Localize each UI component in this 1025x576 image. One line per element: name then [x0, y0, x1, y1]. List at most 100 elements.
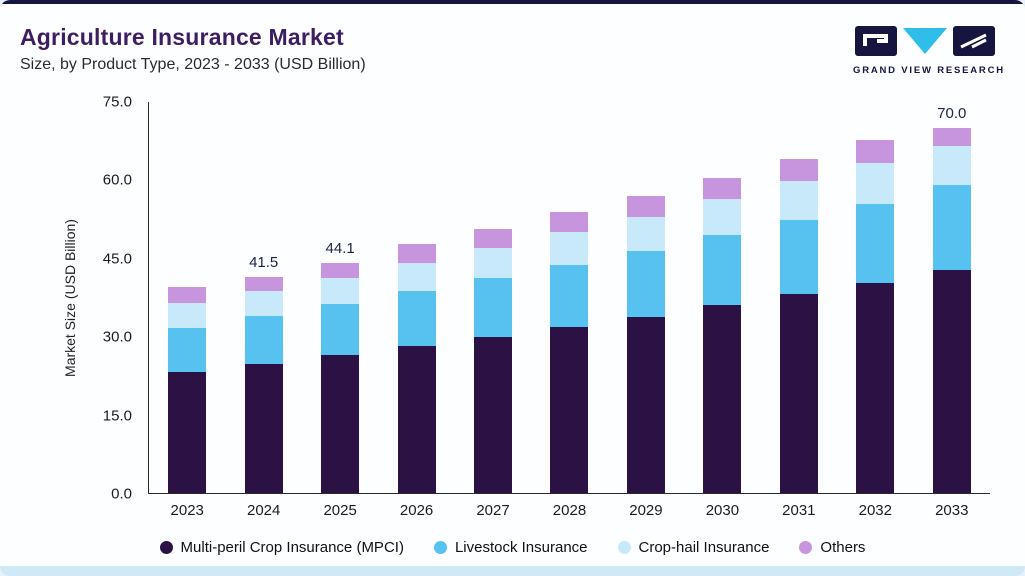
bar-segment	[932, 269, 971, 493]
bar-segment	[474, 278, 513, 337]
bar-stack	[244, 102, 283, 493]
top-accent-strip	[0, 0, 1025, 4]
bar-segment	[397, 345, 436, 493]
bar-column-2032: 2032	[837, 102, 913, 519]
bar-stack	[474, 102, 513, 493]
bar-stack	[779, 102, 818, 493]
legend-item: Livestock Insurance	[433, 539, 588, 556]
x-axis-label: 2023	[170, 502, 204, 519]
bar-segment	[856, 163, 895, 204]
bar-segment	[779, 159, 818, 182]
x-axis-label: 2025	[323, 502, 357, 519]
bar-segment	[932, 185, 971, 270]
x-axis-label: 2024	[246, 502, 281, 519]
x-axis-label: 2031	[782, 502, 816, 519]
legend: Multi-peril Crop Insurance (MPCI) Livesto…	[0, 539, 1025, 556]
bar-value-label: 41.5	[249, 253, 279, 271]
legend-label: Others	[820, 539, 866, 556]
page-title: Agriculture Insurance Market	[20, 24, 344, 50]
bar-segment	[474, 229, 513, 248]
bar-segment	[626, 216, 665, 251]
legend-label: Crop-hail Insurance	[638, 539, 770, 556]
bar-segment	[856, 203, 895, 283]
bar-segment	[397, 263, 436, 292]
bar-column-2031: 2031	[761, 102, 837, 519]
bar-column-2033: 70.0 2033	[914, 102, 990, 519]
bar-stack	[397, 102, 436, 493]
bar-segment	[779, 293, 818, 493]
plot-area: 2023 41.5 2024 44.1 2025 2026 2027 2028 2029 2030…	[148, 102, 990, 519]
brand-logo: GRAND VIEW RESEARCH	[853, 26, 1005, 76]
bar-segment	[397, 291, 436, 346]
bar-segment	[626, 316, 665, 493]
bar-stack	[856, 102, 895, 493]
bar-value-label: 44.1	[325, 240, 355, 258]
bar-segment	[397, 243, 436, 264]
bar-segment	[703, 305, 742, 493]
y-tick-label: 30.0	[102, 328, 132, 346]
y-axis-ticks: 0.0 15.0 30.0 45.0 60.0 75.0	[56, 94, 140, 503]
bar-column-2029: 2029	[608, 102, 684, 519]
bar-segment	[626, 195, 665, 217]
bar-column-2023: 2023	[149, 102, 225, 519]
legend-dot	[617, 541, 631, 554]
bar-column-2025: 44.1 2025	[302, 102, 378, 519]
page-subtitle: Size, by Product Type, 2023 - 2033 (USD …	[20, 56, 366, 73]
y-tick-label: 75.0	[102, 93, 132, 111]
bar-column-2030: 2030	[684, 102, 760, 519]
bar-segment	[626, 250, 665, 317]
bar-column-2026: 2026	[378, 102, 454, 519]
bar-stack	[932, 102, 971, 493]
bar-segment	[703, 235, 742, 306]
legend-item: Crop-hail Insurance	[617, 539, 770, 556]
bar-segment	[550, 232, 589, 265]
bar-segment	[703, 177, 742, 199]
x-axis-label: 2027	[476, 502, 510, 519]
legend-label: Multi-peril Crop Insurance (MPCI)	[180, 539, 404, 556]
bar-segment	[550, 327, 589, 493]
bar-column-2024: 41.5 2024	[225, 102, 301, 519]
bar-segment	[856, 140, 895, 164]
bar-segment	[321, 277, 360, 304]
legend-item: Others	[799, 539, 865, 556]
bar-segment	[856, 282, 895, 493]
bar-segment	[321, 303, 360, 355]
x-axis-label: 2032	[858, 502, 892, 519]
bar-segment	[321, 354, 360, 493]
bar-segment	[550, 211, 589, 233]
bar-stack	[168, 102, 207, 493]
legend-dot	[159, 541, 173, 554]
x-axis-label: 2028	[552, 502, 587, 519]
legend-dot	[433, 541, 447, 554]
bar-segment	[244, 290, 283, 316]
y-tick-label: 0.0	[111, 485, 132, 503]
bar-segment	[168, 371, 207, 493]
bar-segment	[244, 363, 283, 493]
brand-name: GRAND VIEW RESEARCH	[853, 65, 1005, 76]
bar-column-2027: 2027	[455, 102, 531, 519]
bar-segment	[168, 286, 207, 303]
bar-segment	[321, 263, 360, 278]
bar-segment	[703, 199, 742, 236]
bar-segment	[244, 276, 283, 291]
x-axis-label: 2033	[935, 502, 969, 519]
bottom-accent-strip	[0, 566, 1025, 576]
bar-segment	[550, 264, 589, 328]
bar-segment	[932, 128, 971, 147]
bar-segment	[474, 336, 513, 493]
bar-value-label: 70.0	[937, 105, 967, 123]
bar-stack	[321, 102, 360, 493]
x-axis-label: 2029	[629, 502, 663, 519]
bar-segment	[168, 327, 207, 372]
x-axis-label: 2030	[705, 502, 740, 519]
bar-segment	[244, 315, 283, 364]
y-tick-label: 15.0	[102, 407, 132, 425]
legend-item: Multi-peril Crop Insurance (MPCI)	[159, 539, 404, 556]
y-tick-label: 60.0	[102, 171, 132, 189]
bar-segment	[932, 146, 971, 186]
bar-segment	[474, 248, 513, 279]
bar-segment	[779, 181, 818, 220]
brand-logo-icon	[855, 26, 995, 56]
y-tick-label: 45.0	[102, 250, 132, 268]
x-axis-label: 2026	[399, 502, 434, 519]
